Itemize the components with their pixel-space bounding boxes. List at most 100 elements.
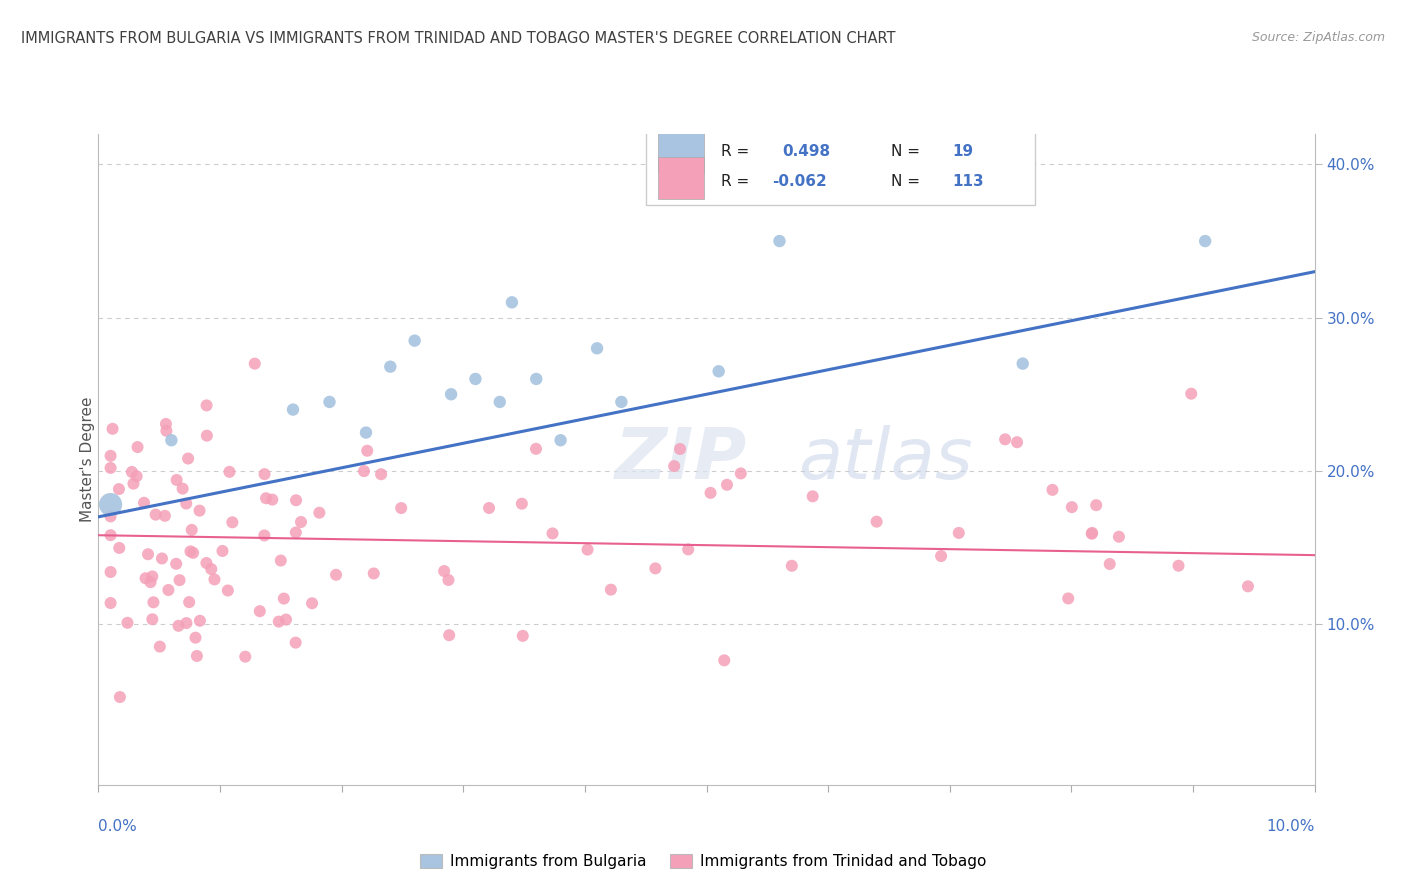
Point: [100, 498, 122, 512]
Point: [249, 604, 271, 618]
Point: [284, 635, 307, 649]
Point: [172, 482, 194, 496]
Point: [437, 573, 460, 587]
Point: [524, 372, 547, 386]
Point: [541, 526, 564, 541]
Point: [353, 464, 375, 478]
Point: [524, 442, 547, 456]
Point: [464, 372, 486, 386]
Point: [1080, 526, 1102, 541]
Point: [100, 461, 122, 475]
Point: [132, 496, 155, 510]
Text: R =: R =: [721, 174, 754, 189]
Text: IMMIGRANTS FROM BULGARIA VS IMMIGRANTS FROM TRINIDAD AND TOBAGO MASTER'S DEGREE : IMMIGRANTS FROM BULGARIA VS IMMIGRANTS F…: [21, 31, 896, 46]
Text: 10.0%: 10.0%: [1267, 819, 1315, 834]
Point: [1085, 498, 1108, 512]
Point: [176, 616, 198, 631]
Point: [195, 556, 218, 570]
Point: [1108, 530, 1130, 544]
Text: Source: ZipAtlas.com: Source: ZipAtlas.com: [1251, 31, 1385, 45]
Point: [1060, 500, 1083, 515]
Point: [325, 567, 347, 582]
Point: [801, 489, 824, 503]
Point: [273, 591, 295, 606]
Point: [122, 476, 145, 491]
Point: [180, 523, 202, 537]
Point: [218, 465, 240, 479]
Point: [270, 553, 292, 567]
Point: [100, 449, 122, 463]
Text: N =: N =: [891, 174, 925, 189]
Point: [1011, 357, 1033, 371]
Point: [136, 547, 159, 561]
Point: [356, 443, 378, 458]
Point: [285, 493, 308, 508]
Point: [576, 542, 599, 557]
Point: [510, 497, 533, 511]
Point: [181, 546, 204, 560]
Point: [929, 549, 952, 563]
Point: [150, 551, 173, 566]
Point: [1180, 386, 1202, 401]
Point: [166, 473, 188, 487]
Point: [284, 525, 307, 540]
Point: [301, 596, 323, 610]
Point: [274, 613, 297, 627]
Point: [135, 571, 157, 585]
Text: 113: 113: [952, 174, 984, 189]
Point: [195, 398, 218, 412]
Point: [188, 503, 211, 517]
Point: [1042, 483, 1064, 497]
Point: [153, 508, 176, 523]
Point: [512, 629, 534, 643]
Point: [117, 615, 139, 630]
Point: [108, 690, 131, 704]
Point: [186, 648, 208, 663]
Point: [149, 640, 172, 654]
Point: [308, 506, 330, 520]
Point: [253, 467, 276, 482]
Point: [586, 341, 609, 355]
Point: [281, 402, 304, 417]
Point: [211, 544, 233, 558]
Point: [290, 515, 312, 529]
Point: [610, 395, 633, 409]
Point: [217, 583, 239, 598]
Point: [440, 387, 463, 401]
Point: [1167, 558, 1189, 573]
Text: 0.498: 0.498: [782, 144, 830, 159]
Point: [100, 509, 122, 524]
Point: [141, 612, 163, 626]
Point: [179, 544, 201, 558]
Point: [142, 595, 165, 609]
Point: [169, 573, 191, 587]
Point: [664, 459, 686, 474]
Point: [184, 631, 207, 645]
Point: [139, 575, 162, 590]
Point: [437, 628, 460, 642]
Text: 0.0%: 0.0%: [98, 819, 138, 834]
Point: [370, 467, 392, 482]
Point: [644, 561, 666, 575]
Point: [389, 501, 412, 516]
Point: [100, 596, 122, 610]
Point: [1237, 579, 1260, 593]
Point: [167, 619, 190, 633]
FancyBboxPatch shape: [645, 130, 1035, 205]
Point: [253, 528, 276, 542]
Point: [243, 357, 266, 371]
Point: [221, 516, 243, 530]
Text: atlas: atlas: [797, 425, 973, 494]
Point: [994, 433, 1017, 447]
Point: [100, 528, 122, 542]
Text: -0.062: -0.062: [772, 174, 827, 189]
Point: [404, 334, 426, 348]
Point: [262, 492, 284, 507]
Text: ZIP: ZIP: [616, 425, 748, 494]
Point: [380, 359, 402, 374]
Point: [599, 582, 621, 597]
Point: [100, 565, 122, 579]
Point: [1005, 435, 1028, 450]
Point: [108, 541, 131, 555]
Point: [433, 564, 456, 578]
